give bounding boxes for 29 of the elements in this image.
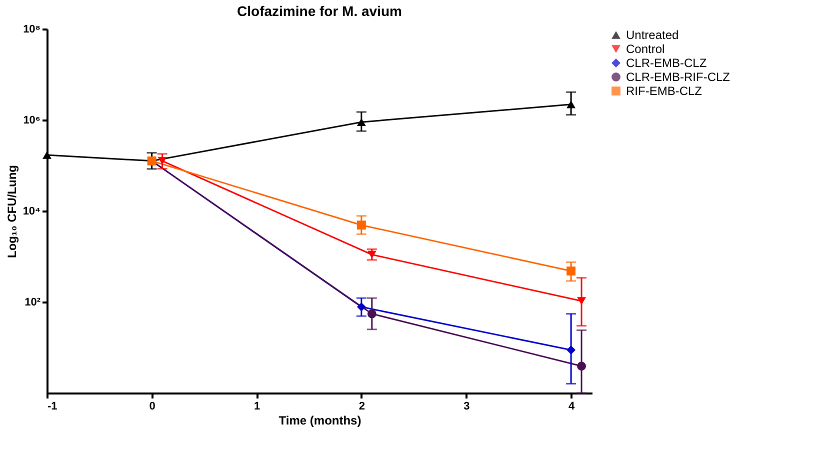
point xyxy=(577,297,586,305)
y-tick-label: 10⁴ xyxy=(22,206,40,218)
x-tick-label: 4 xyxy=(568,400,576,412)
point xyxy=(566,100,576,108)
x-tick-label: 3 xyxy=(464,400,470,412)
point xyxy=(566,266,576,276)
y-tick-label: 10⁸ xyxy=(23,24,40,36)
point xyxy=(42,151,52,159)
x-tick-label: 1 xyxy=(254,400,260,412)
point xyxy=(367,309,376,318)
legend-label: Control xyxy=(626,42,665,56)
point xyxy=(367,250,376,258)
legend-label: Untreated xyxy=(626,28,679,42)
legend-label: CLR-EMB-RIF-CLZ xyxy=(626,70,730,84)
y-axis-title: Log₁₀ CFU/Lung xyxy=(4,164,19,258)
point xyxy=(356,220,366,230)
x-tick-label: -1 xyxy=(48,400,58,412)
x-tick-label: 0 xyxy=(149,400,156,412)
chart-title: Clofazimine for M. avium xyxy=(237,3,402,19)
x-tick-label: 2 xyxy=(358,400,365,412)
x-axis-title: Time (months) xyxy=(278,414,362,428)
point xyxy=(356,302,366,312)
point xyxy=(566,346,576,354)
legend-label: CLR-EMB-CLZ xyxy=(626,56,707,70)
legend-label: RIF-EMB-CLZ xyxy=(626,84,702,98)
y-tick-label: 10² xyxy=(24,296,41,308)
y-tick-label: 10⁶ xyxy=(23,114,40,126)
point xyxy=(577,362,586,371)
point xyxy=(356,118,366,126)
